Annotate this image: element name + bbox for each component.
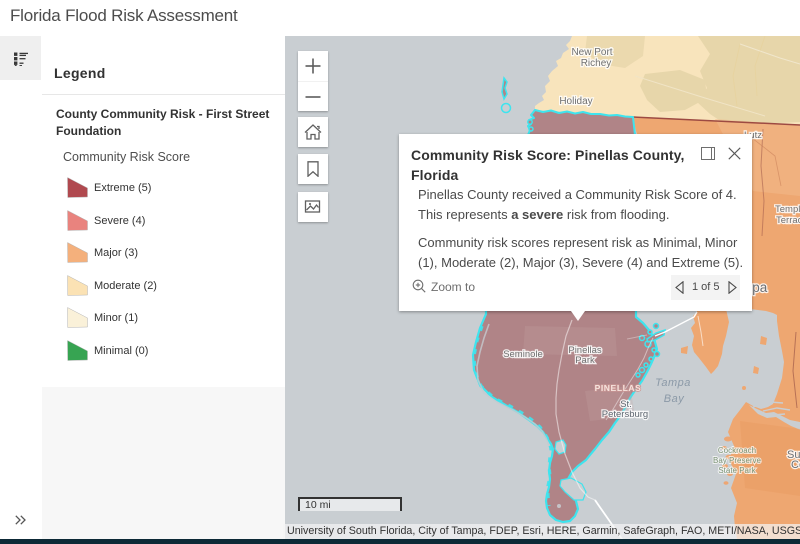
svg-text:Seminole: Seminole xyxy=(503,349,543,360)
svg-text:Terrace: Terrace xyxy=(776,215,800,226)
svg-text:Petersburg: Petersburg xyxy=(602,409,648,420)
svg-text:Park: Park xyxy=(575,355,595,366)
svg-text:Temple: Temple xyxy=(775,204,800,215)
svg-text:Su: Su xyxy=(787,449,800,461)
svg-text:State Park: State Park xyxy=(718,466,756,475)
svg-text:Holiday: Holiday xyxy=(559,96,592,107)
svg-text:Cockroach: Cockroach xyxy=(718,446,756,455)
svg-text:Pinellas: Pinellas xyxy=(568,345,602,356)
svg-text:Bay Preserve: Bay Preserve xyxy=(713,456,762,465)
svg-text:Tampa: Tampa xyxy=(655,377,691,389)
svg-text:PINELLAS: PINELLAS xyxy=(595,383,642,393)
svg-text:Bay: Bay xyxy=(664,393,685,405)
svg-text:St.: St. xyxy=(620,399,632,410)
svg-text:New Port: New Port xyxy=(571,47,612,58)
svg-text:Richey: Richey xyxy=(581,58,612,69)
svg-text:Ce: Ce xyxy=(791,459,800,471)
